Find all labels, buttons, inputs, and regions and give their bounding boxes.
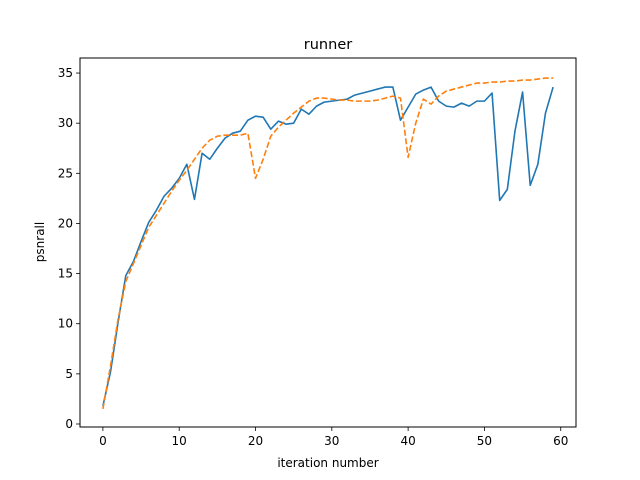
y-tick-label: 30 xyxy=(58,116,73,130)
x-tick-label: 60 xyxy=(553,434,568,448)
y-tick-label: 10 xyxy=(58,317,73,331)
y-tick-label: 25 xyxy=(58,166,73,180)
axes-frame xyxy=(79,57,577,428)
series-line-1 xyxy=(102,86,554,407)
y-tick-label: 20 xyxy=(58,216,73,230)
chart-title: runner xyxy=(304,37,352,53)
y-axis-ticks: 0 5 10 15 20 25 30 35 xyxy=(58,66,80,431)
x-axis-ticks: 0 10 20 30 40 50 60 xyxy=(99,427,568,448)
y-tick-label: 5 xyxy=(65,367,73,381)
x-axis-label: iteration number xyxy=(277,456,378,470)
y-tick-label: 0 xyxy=(65,417,73,431)
series-line-2 xyxy=(102,77,554,410)
x-tick-label: 20 xyxy=(248,434,263,448)
x-tick-label: 50 xyxy=(477,434,492,448)
x-tick-label: 10 xyxy=(172,434,187,448)
x-tick-label: 30 xyxy=(324,434,339,448)
x-tick-label: 40 xyxy=(400,434,415,448)
y-tick-label: 15 xyxy=(58,267,73,281)
plot-area xyxy=(102,77,554,410)
y-axis-label: psnrall xyxy=(33,222,47,262)
x-tick-label: 0 xyxy=(99,434,107,448)
y-tick-label: 35 xyxy=(58,66,73,80)
